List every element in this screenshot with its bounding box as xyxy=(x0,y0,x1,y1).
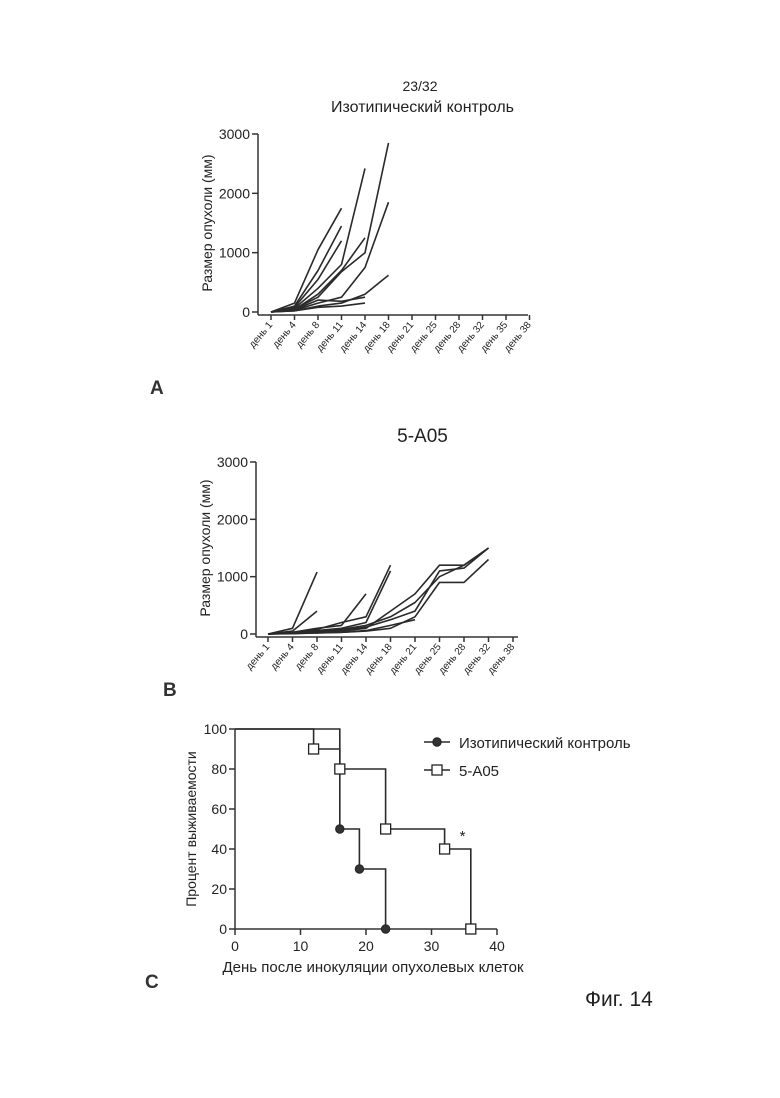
chart-c-x-tick-label: 0 xyxy=(231,938,239,954)
chart-c-x-axis-label: День после инокуляции опухолевых клеток xyxy=(222,959,523,976)
chart-c-y-tick-label: 0 xyxy=(219,921,227,937)
chart-c-x-tick-label: 40 xyxy=(489,938,505,954)
chart-c-series-1-point xyxy=(336,825,344,833)
chart-c-series-2-point xyxy=(309,744,319,754)
chart-c-legend-label: 5-A05 xyxy=(459,763,499,780)
chart-c-series-1-line xyxy=(235,729,386,929)
chart-c-y-tick-label: 40 xyxy=(211,841,227,857)
chart-c-x-tick-label: 20 xyxy=(358,938,374,954)
chart-c-y-tick-label: 60 xyxy=(211,801,227,817)
chart-c-x-tick-label: 30 xyxy=(424,938,440,954)
chart-c-series-2-point xyxy=(335,764,345,774)
chart-c-y-tick-label: 80 xyxy=(211,761,227,777)
chart-c-legend-marker xyxy=(433,738,441,746)
chart-c-y-axis-label: Процент выживаемости xyxy=(183,751,199,907)
chart-c-y-tick-label: 100 xyxy=(204,721,228,737)
chart-c-significance-annotation: * xyxy=(460,828,466,845)
chart-c-legend-label: Изотипический контроль xyxy=(459,735,631,752)
chart-c-series-2-point xyxy=(440,844,450,854)
chart-c-series-2-point xyxy=(381,824,391,834)
chart-c-legend-marker xyxy=(432,765,442,775)
chart-c-survival: 0 20 40 60 80 100 0 10 20 30 40 День после инокуляц… xyxy=(0,0,780,1098)
chart-c-x-tick-label: 10 xyxy=(293,938,309,954)
chart-c-y-tick-label: 20 xyxy=(211,881,227,897)
chart-c-series-2-point xyxy=(466,924,476,934)
chart-c-series-1-point xyxy=(355,865,363,873)
chart-c-series-1-point xyxy=(381,925,389,933)
